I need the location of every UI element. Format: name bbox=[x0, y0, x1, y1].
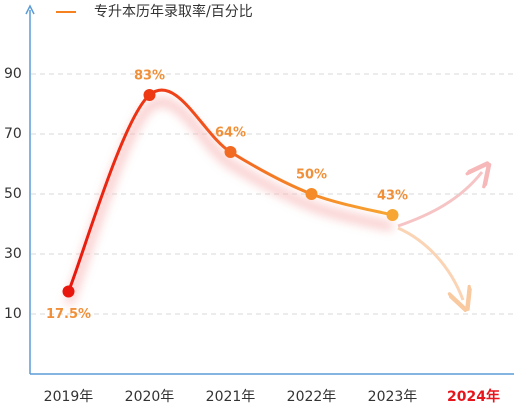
y-tick-label: 50 bbox=[4, 186, 22, 202]
legend-label: 专升本历年录取率/百分比 bbox=[94, 3, 253, 20]
x-tick-label: 2024年 bbox=[447, 388, 500, 405]
line-glow bbox=[64, 98, 394, 306]
point bbox=[224, 146, 237, 158]
trend-arrow-up bbox=[397, 172, 482, 228]
point bbox=[62, 285, 75, 298]
point bbox=[386, 209, 399, 221]
y-tick-label: 10 bbox=[4, 306, 22, 322]
x-tick-label: 2020年 bbox=[125, 389, 175, 405]
data-label: 64% bbox=[215, 126, 246, 141]
data-label: 43% bbox=[377, 189, 408, 204]
data-label: 50% bbox=[296, 168, 327, 183]
y-tick-label: 90 bbox=[4, 66, 22, 82]
y-axis-arrow bbox=[25, 4, 35, 15]
trend-arrow-down bbox=[397, 226, 463, 300]
y-tick-label: 30 bbox=[4, 246, 22, 262]
line bbox=[67, 88, 393, 293]
x-tick-label: 2022年 bbox=[287, 389, 337, 405]
data-label: 17.5% bbox=[46, 307, 91, 322]
x-tick-label: 2023年 bbox=[368, 389, 418, 405]
point bbox=[143, 89, 156, 101]
y-tick-label: 70 bbox=[4, 126, 22, 142]
x-tick-label: 2019年 bbox=[44, 389, 94, 405]
data-label: 83% bbox=[134, 69, 165, 84]
point bbox=[305, 188, 318, 200]
x-tick-label: 2021年 bbox=[206, 389, 256, 405]
